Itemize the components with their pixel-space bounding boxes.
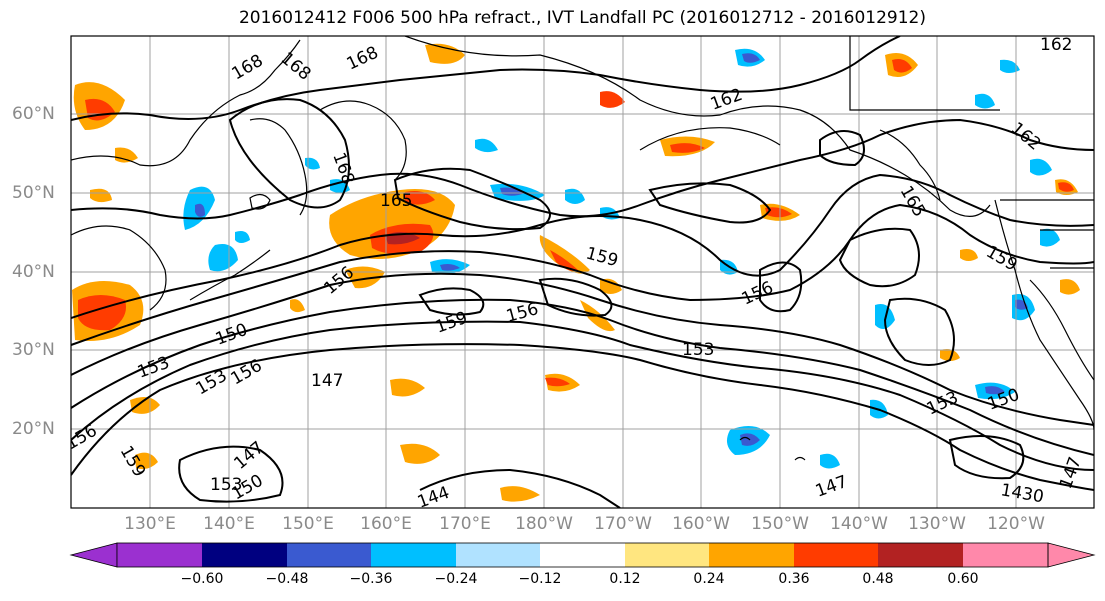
colorbar-bin	[540, 543, 625, 567]
lon-label: 130°E	[124, 514, 176, 534]
colorbar-tick-label: 0.24	[693, 571, 725, 587]
colorbar-tick-label: −0.60	[180, 571, 224, 587]
colorbar-extend-high	[1047, 542, 1096, 568]
colorbar-tick-label: 0.12	[609, 571, 641, 587]
contour-label: 153	[210, 475, 242, 495]
lon-label: 160°W	[672, 514, 730, 534]
colorbar-tick-label: 0.48	[862, 571, 894, 587]
lon-label: 170°E	[439, 514, 491, 534]
lon-label: 150°W	[751, 514, 809, 534]
lat-label: 50°N	[12, 183, 55, 203]
colorbar-bin	[371, 543, 456, 567]
colorbar-bin	[117, 543, 202, 567]
colorbar-bin	[794, 543, 878, 567]
height-contours	[71, 36, 1094, 508]
coastlines	[71, 36, 1094, 461]
colorbar-tick-label: −0.24	[434, 571, 478, 587]
lat-label: 20°N	[12, 419, 55, 439]
lon-label: 140°W	[830, 514, 888, 534]
colorbar-bin	[963, 543, 1048, 567]
map-title: 2016012412 F006 500 hPa refract., IVT La…	[238, 8, 926, 28]
colorbar-bin	[709, 543, 794, 567]
colorbar-bin	[202, 543, 287, 567]
colorbar-bin	[878, 543, 963, 567]
colorbar-bin	[625, 543, 709, 567]
lon-label: 150°E	[282, 514, 334, 534]
colorbar	[69, 542, 1096, 568]
colorbar-tick-label: 0.36	[778, 571, 810, 587]
contour-label: 147	[311, 371, 343, 391]
contour-label: 165	[380, 191, 412, 211]
colorbar-tick-label: 0.60	[947, 571, 979, 587]
colorbar-tick-label: −0.48	[265, 571, 309, 587]
lon-label: 180°W	[515, 514, 573, 534]
contour-label: 162	[1040, 35, 1072, 55]
colorbar-extend-low	[69, 542, 118, 568]
contour-label: 153	[682, 340, 714, 360]
colorbar-tick-label: −0.12	[518, 571, 562, 587]
colorbar-bin	[287, 543, 371, 567]
lon-label: 120°W	[987, 514, 1045, 534]
lon-label: 170°W	[594, 514, 652, 534]
colorbar-bin	[456, 543, 540, 567]
lat-label: 60°N	[12, 104, 55, 124]
map-frame	[70, 35, 1095, 509]
lat-label: 30°N	[12, 340, 55, 360]
lat-label: 40°N	[12, 262, 55, 282]
lon-label: 140°E	[203, 514, 255, 534]
colorbar-tick-label: −0.36	[349, 571, 393, 587]
lon-label: 130°W	[908, 514, 966, 534]
lon-label: 160°E	[360, 514, 412, 534]
